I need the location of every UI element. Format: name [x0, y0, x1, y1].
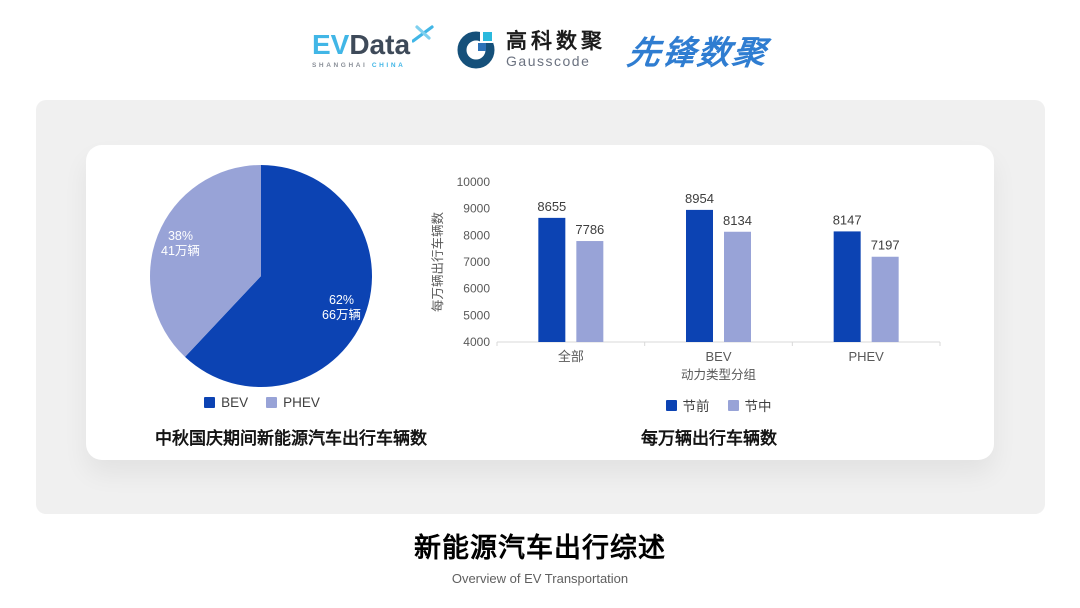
bar-节中-PHEV: [871, 256, 899, 342]
legend-label: 节中: [744, 399, 772, 414]
pie-chart-svg: 62% 66万辆 38% 41万辆: [150, 165, 372, 387]
legend-swatch: [727, 399, 739, 411]
legend-swatch: [266, 397, 278, 408]
page-subtitle: Overview of EV Transportation: [451, 571, 629, 586]
legend-swatch: [204, 397, 216, 408]
bar-value-label: 8147: [833, 212, 862, 227]
legend-item-节中: 节中: [727, 395, 772, 415]
bar-节前-全部: [538, 217, 566, 342]
evdata-sub-shanghai: SHANGHAI: [311, 62, 368, 69]
bar-value-label: 8954: [685, 191, 714, 206]
y-tick-label: 5000: [463, 308, 490, 322]
bar-value-label: 7197: [871, 238, 900, 253]
x-category-label: BEV: [705, 349, 731, 364]
charts-card: 62% 66万辆 38% 41万辆 BEV PHEV 中秋国庆期间新能源汽车出行车辆数 …: [86, 145, 994, 460]
legend-label: PHEV: [283, 395, 320, 410]
gausscode-logo: 高科数聚 Gausscode: [456, 29, 606, 71]
legend-item-节前: 节前: [665, 395, 710, 415]
pie-slice-label-bev: 62% 66万辆: [322, 293, 361, 322]
y-tick-label: 7000: [463, 255, 490, 269]
gausscode-en-text: Gausscode: [506, 53, 591, 70]
legend-item-PHEV: PHEV: [266, 395, 320, 410]
evdata-spark-icon: [412, 25, 434, 43]
pie-slice-label-phev: 38% 41万辆: [161, 229, 200, 258]
evdata-ev-text: EV: [311, 29, 350, 60]
y-tick-label: 4000: [463, 335, 490, 349]
gray-panel: 62% 66万辆 38% 41万辆 BEV PHEV 中秋国庆期间新能源汽车出行车辆数 …: [36, 100, 1045, 514]
bar-value-label: 8134: [723, 213, 752, 228]
page-footer: 新能源汽车出行综述 Overview of EV Transportation: [0, 526, 1080, 586]
y-tick-label: 8000: [463, 228, 490, 242]
pie-legend: BEV PHEV: [86, 395, 438, 410]
evdata-logo: EV Data SHANGHAI CHINA: [311, 25, 434, 69]
pie-chart-title: 中秋国庆期间新能源汽车出行车辆数: [155, 429, 427, 448]
x-axis-title: 动力类型分组: [681, 368, 756, 382]
bar-节前-PHEV: [833, 231, 861, 342]
y-axis-title: 每万辆出行车辆数: [430, 212, 445, 313]
y-tick-label: 6000: [463, 282, 490, 296]
y-tick-label: 9000: [463, 202, 490, 216]
bar-value-label: 7786: [575, 222, 604, 237]
pioneer-logo: 先锋数聚: [625, 34, 771, 71]
bar-legend: 节前 节中: [497, 395, 940, 415]
legend-item-BEV: BEV: [204, 395, 248, 410]
evdata-sub-china: CHINA: [371, 62, 406, 69]
bar-chart-svg: 4000 5000 6000 7000 8000 9000 10000 全部 8655 7786 B…: [430, 175, 941, 382]
bar-节前-BEV: [686, 209, 713, 342]
legend-label: BEV: [221, 395, 249, 410]
logo-header: EV Data SHANGHAI CHINA 高科数聚 Gausscode 先锋数…: [0, 0, 1080, 100]
x-category-label: PHEV: [848, 349, 884, 364]
legend-label: 节前: [682, 399, 710, 414]
evdata-data-text: Data: [349, 29, 411, 60]
x-category-label: 全部: [558, 349, 584, 364]
gausscode-mark-icon: [457, 30, 495, 69]
gausscode-cn-text: 高科数聚: [506, 30, 607, 54]
pie-slice-bev: [185, 165, 372, 387]
page-title: 新能源汽车出行综述: [414, 533, 666, 563]
y-tick-label: 10000: [457, 175, 491, 189]
evdata-subtitle: SHANGHAI CHINA: [312, 62, 405, 69]
legend-swatch: [665, 399, 677, 411]
bar-value-label: 8655: [537, 199, 566, 214]
pie-slice-phev: [150, 165, 261, 357]
bar-节中-全部: [576, 241, 604, 342]
bar-chart-title: 每万辆出行车辆数: [641, 429, 777, 448]
bar-节中-BEV: [724, 231, 751, 342]
